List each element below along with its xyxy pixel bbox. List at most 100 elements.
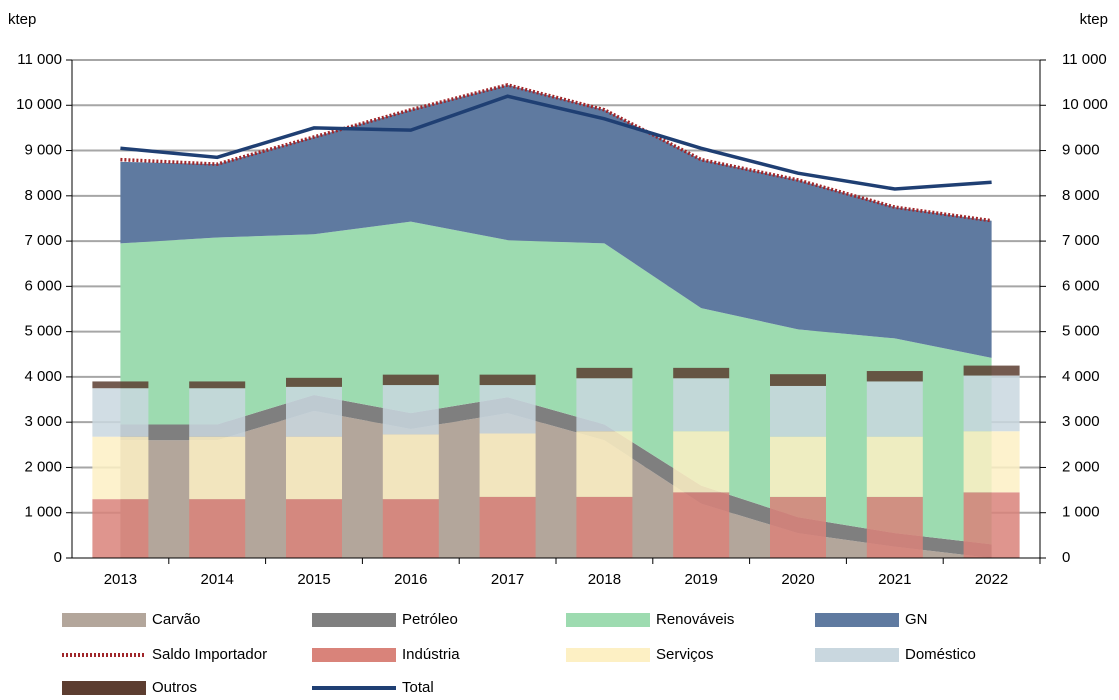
bar <box>866 371 923 382</box>
y-tick-label: 2 000 <box>24 458 62 475</box>
y-tick-label: 9 000 <box>24 142 62 159</box>
bar <box>479 433 536 497</box>
y2-tick-label: 8 000 <box>1062 187 1100 204</box>
bar <box>576 496 633 558</box>
y2-unit: ktep <box>1080 11 1108 28</box>
legend-swatch <box>566 648 650 662</box>
x-tick-label: 2022 <box>975 571 1008 588</box>
bar <box>770 436 826 497</box>
bar <box>479 374 536 386</box>
bar <box>382 385 439 435</box>
bar <box>382 434 439 500</box>
axes: 0 1 000 2 000 3 000 4 000 5 000 6 000 7 000 8 00… <box>16 51 1108 588</box>
x-tick-label: 2019 <box>685 571 718 588</box>
y-tick-label: 6 000 <box>24 277 62 294</box>
bar <box>382 374 439 386</box>
bar <box>92 381 149 389</box>
legend-label: Doméstico <box>905 646 976 663</box>
bar <box>963 431 1020 493</box>
legend-swatch <box>815 613 899 627</box>
bar <box>770 496 826 558</box>
y-tick-label: 3 000 <box>24 413 62 430</box>
bar <box>286 386 342 437</box>
bar <box>189 436 246 500</box>
legend-label: Total <box>402 679 434 696</box>
bar <box>92 436 149 500</box>
bar <box>673 367 730 379</box>
bar <box>286 436 342 500</box>
y2-tick-label: 11 000 <box>1062 51 1107 68</box>
legend-label: Indústria <box>402 646 460 663</box>
bar <box>963 375 1020 432</box>
bar <box>189 381 246 389</box>
bar <box>576 431 633 497</box>
bar <box>770 385 826 437</box>
bar <box>286 377 342 387</box>
x-tick-label: 2020 <box>781 571 814 588</box>
y2-tick-label: 0 <box>1062 549 1070 566</box>
area <box>120 84 992 358</box>
legend-swatch <box>815 648 899 662</box>
x-tick-label: 2013 <box>104 571 137 588</box>
y2-tick-label: 1 000 <box>1062 504 1100 521</box>
y-tick-label: 11 000 <box>17 51 62 68</box>
y2-tick-label: 4 000 <box>1062 368 1100 385</box>
y2-tick-label: 2 000 <box>1062 458 1100 475</box>
x-tick-label: 2015 <box>297 571 330 588</box>
y2-tick-label: 9 000 <box>1062 142 1100 159</box>
y-tick-label: 10 000 <box>16 96 62 113</box>
bar <box>866 381 923 437</box>
bar <box>963 492 1020 558</box>
bar <box>866 496 923 558</box>
y-tick-label: 7 000 <box>24 232 62 249</box>
legend-label: Serviços <box>656 646 714 663</box>
bar <box>189 499 246 558</box>
bar <box>286 499 342 558</box>
bar <box>479 385 536 434</box>
bars <box>92 365 1020 558</box>
bar <box>576 367 633 379</box>
legend-swatch <box>312 648 396 662</box>
legend-label: Renováveis <box>656 611 734 628</box>
y2-tick-label: 5 000 <box>1062 323 1100 340</box>
bar <box>92 388 149 437</box>
bar <box>963 365 1020 376</box>
lines <box>120 83 992 223</box>
areas <box>120 84 992 558</box>
bar <box>189 388 246 437</box>
legend-label: Petróleo <box>402 611 458 628</box>
x-tick-label: 2016 <box>394 571 427 588</box>
bar <box>866 436 923 497</box>
x-tick-label: 2021 <box>878 571 911 588</box>
y2-tick-label: 3 000 <box>1062 413 1100 430</box>
y2-tick-label: 7 000 <box>1062 232 1100 249</box>
y2-tick-label: 10 000 <box>1062 96 1108 113</box>
y-tick-label: 0 <box>54 549 62 566</box>
legend-swatch <box>62 613 146 627</box>
legend-label: Outros <box>152 679 197 696</box>
bar <box>673 378 730 432</box>
y-tick-label: 4 000 <box>24 368 62 385</box>
y2-tick-label: 6 000 <box>1062 277 1100 294</box>
legend-label: Carvão <box>152 611 200 628</box>
y-tick-label: 1 000 <box>24 504 62 521</box>
legend-swatch <box>566 613 650 627</box>
x-tick-label: 2017 <box>491 571 524 588</box>
bar <box>673 492 730 558</box>
legend-label: Saldo Importador <box>152 646 267 663</box>
bar <box>92 499 149 558</box>
line <box>120 94 992 191</box>
x-tick-label: 2014 <box>201 571 234 588</box>
x-tick-label: 2018 <box>588 571 621 588</box>
bar <box>479 496 536 558</box>
bar <box>673 431 730 493</box>
y-tick-label: 8 000 <box>24 187 62 204</box>
legend-label: GN <box>905 611 928 628</box>
legend-swatch <box>312 613 396 627</box>
legend-swatch <box>62 681 146 695</box>
y-tick-label: 5 000 <box>24 323 62 340</box>
bar <box>576 378 633 432</box>
y-unit: ktep <box>8 11 36 28</box>
